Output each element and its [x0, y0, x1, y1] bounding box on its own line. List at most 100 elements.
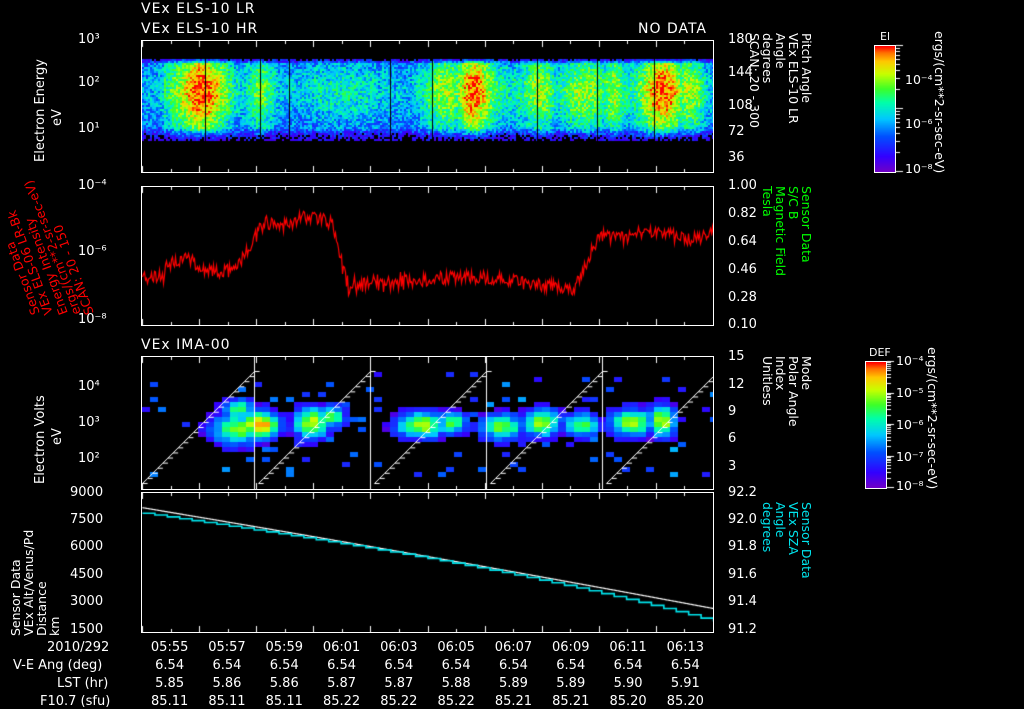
bottom-lst-4: 5.87	[384, 676, 414, 691]
bottom-lst-0: 5.85	[155, 676, 185, 691]
bottom-time-2: 05:59	[265, 640, 303, 655]
panel4-ytick-0: 9000	[70, 485, 104, 500]
panel2-ytick-0: 10⁻⁴	[78, 178, 107, 193]
bottom-f107-7: 85.21	[552, 694, 590, 709]
panel1-right-label-1: VEx ELS-10 LR	[786, 33, 801, 124]
bottom-f107-0: 85.11	[151, 694, 189, 709]
panel1-y-axis-unit: eV	[50, 109, 65, 126]
panel4-plot-area[interactable]	[141, 492, 714, 633]
colorbar1-tick-2: 10⁻⁸	[905, 161, 933, 176]
bottom-veang-1: 6.54	[212, 658, 242, 673]
colorbar2-tick-4: 10⁻⁸	[896, 478, 924, 493]
panel3-y-axis-unit: eV	[50, 428, 65, 445]
colorbar1-ticks	[896, 43, 906, 173]
panel3-right-label-2: Index	[773, 356, 788, 391]
panel2-y2tick-5: 0.10	[728, 317, 757, 332]
panel3-right-label-1: Polar Angle	[786, 356, 801, 427]
panel3-y2tick-0: 15	[728, 349, 745, 364]
bottom-lst-7: 5.89	[556, 676, 586, 691]
panel2-y2tick-0: 1.00	[728, 178, 757, 193]
bottom-veang-3: 6.54	[327, 658, 357, 673]
panel3-ytick-1: 10³	[78, 415, 100, 430]
bottom-row-label-0: V-E Ang (deg)	[13, 658, 103, 673]
bottom-veang-7: 6.54	[556, 658, 586, 673]
bottom-lst-2: 5.86	[269, 676, 299, 691]
panel3-title: VEx IMA-00	[141, 337, 231, 353]
colorbar2-unit: ergs/(cm**2-sr-sec-eV)	[925, 347, 940, 490]
panel4-y2tick-2: 91.8	[728, 539, 757, 554]
bottom-time-8: 06:11	[609, 640, 647, 655]
panel1-right-label-4: SCAN: 20 - 300	[747, 33, 762, 128]
bottom-f107-8: 85.20	[609, 694, 647, 709]
colorbar1-title: El	[880, 30, 891, 43]
colorbar1-tick-1: 10⁻⁶	[905, 116, 933, 131]
panel4-left-label-3: km	[47, 616, 62, 636]
bottom-date-label: 2010/292	[47, 640, 110, 655]
panel3-y2tick-2: 9	[728, 404, 737, 419]
panel1-y2tick-0: 180	[728, 32, 753, 47]
panel4-right-label-0: Sensor Data	[799, 502, 814, 579]
panel1-right-label-3: degrees	[760, 33, 775, 84]
colorbar2-tick-2: 10⁻⁶	[896, 417, 924, 432]
panel2-right-label-3: Tesla	[760, 186, 775, 217]
panel4-ytick-5: 1500	[70, 622, 104, 637]
panel3-y2tick-3: 6	[728, 431, 737, 446]
panel1-ytick-1: 10²	[78, 75, 100, 90]
panel3-right-label-3: Unitless	[760, 356, 775, 406]
panel4-y2tick-1: 92.0	[728, 512, 757, 527]
panel1-right-label-0: Pitch Angle	[799, 33, 814, 103]
bottom-lst-3: 5.87	[327, 676, 357, 691]
bottom-time-4: 06:03	[380, 640, 418, 655]
colorbar1-gradient	[874, 45, 896, 173]
panel4-y2tick-0: 92.2	[728, 485, 757, 500]
bottom-veang-8: 6.54	[613, 658, 643, 673]
panel4-ytick-2: 6000	[70, 539, 104, 554]
panel1-ytick-2: 10¹	[78, 121, 100, 136]
panel4-ytick-3: 4500	[70, 567, 104, 582]
panel2-ytick-2: 10⁻⁸	[78, 312, 107, 327]
panel3-plot-area[interactable]	[141, 356, 714, 490]
colorbar2-gradient	[865, 361, 887, 489]
bottom-veang-2: 6.54	[269, 658, 299, 673]
colorbar2-tick-0: 10⁻⁴	[896, 353, 924, 368]
panel1-title-line2: VEx ELS-10 HR	[141, 21, 259, 37]
bottom-row-label-1: LST (hr)	[57, 676, 109, 691]
panel1-nodata-label: NO DATA	[638, 21, 708, 37]
bottom-lst-8: 5.90	[613, 676, 643, 691]
bottom-time-3: 06:01	[322, 640, 361, 655]
panel4-ytick-1: 7500	[70, 512, 104, 527]
bottom-time-1: 05:57	[208, 640, 246, 655]
panel3-ytick-0: 10⁴	[78, 379, 100, 394]
panel1-plot-area[interactable]	[141, 40, 714, 173]
bottom-time-9: 06:13	[666, 640, 705, 655]
panel1-right-label-2: Angle	[773, 33, 788, 69]
colorbar2-tick-3: 10⁻⁷	[896, 449, 924, 464]
bottom-veang-0: 6.54	[155, 658, 185, 673]
bottom-row-label-2: F10.7 (sfu)	[40, 694, 111, 709]
panel1-title-line1: VEx ELS-10 LR	[141, 1, 256, 17]
panel3-y2tick-1: 12	[728, 377, 745, 392]
colorbar2-tick-1: 10⁻⁵	[896, 385, 924, 400]
panel2-right-label-1: S/C B	[786, 186, 801, 220]
panel3-ytick-2: 10²	[78, 451, 100, 466]
bottom-time-7: 06:09	[552, 640, 590, 655]
bottom-lst-9: 5.91	[670, 676, 700, 691]
panel1-y2tick-4: 36	[728, 150, 745, 165]
bottom-veang-6: 6.54	[498, 658, 528, 673]
panel2-y2tick-3: 0.46	[728, 262, 757, 277]
panel4-y2tick-3: 91.6	[728, 567, 757, 582]
panel2-ytick-1: 10⁻⁶	[78, 244, 107, 259]
panel2-y2tick-2: 0.64	[728, 234, 757, 249]
bottom-lst-1: 5.86	[212, 676, 242, 691]
bottom-f107-6: 85.21	[494, 694, 533, 709]
panel4-y2tick-4: 91.4	[728, 594, 757, 609]
bottom-f107-4: 85.22	[380, 694, 418, 709]
panel2-right-label-2: Magnetic Field	[773, 186, 788, 277]
panel4-right-label-3: degrees	[760, 502, 775, 553]
colorbar2-ticks	[887, 359, 897, 489]
colorbar2-title: DEF	[869, 346, 891, 359]
panel3-y-axis-label: Electron Volts	[33, 395, 48, 484]
bottom-veang-5: 6.54	[441, 658, 471, 673]
panel2-plot-area[interactable]	[141, 186, 714, 326]
panel2-y2tick-4: 0.28	[728, 290, 757, 305]
